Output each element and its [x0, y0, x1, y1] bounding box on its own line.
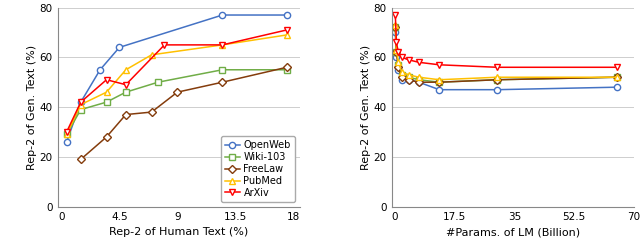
ArXiv — [218, 43, 226, 46]
FreeLaw — [398, 76, 406, 79]
ArXiv — [404, 58, 412, 61]
Wiki-103 — [283, 68, 291, 71]
PubMed — [392, 48, 400, 51]
Y-axis label: Rep-2 of Gen. Text (%): Rep-2 of Gen. Text (%) — [27, 45, 37, 170]
PubMed — [63, 133, 70, 136]
FreeLaw — [493, 78, 501, 81]
FreeLaw — [77, 158, 84, 161]
ArXiv — [122, 83, 130, 86]
FreeLaw — [392, 51, 400, 54]
Wiki-103 — [493, 78, 501, 81]
ArXiv — [161, 43, 168, 46]
OpenWeb — [493, 88, 501, 91]
OpenWeb — [218, 14, 226, 17]
Line: OpenWeb: OpenWeb — [392, 29, 620, 93]
PubMed — [122, 68, 130, 71]
PubMed — [612, 76, 620, 79]
Line: FreeLaw: FreeLaw — [392, 24, 620, 85]
OpenWeb — [612, 86, 620, 89]
OpenWeb — [77, 101, 84, 104]
OpenWeb — [395, 68, 403, 71]
Wiki-103 — [77, 108, 84, 111]
PubMed — [398, 71, 406, 74]
OpenWeb — [116, 46, 124, 49]
FreeLaw — [102, 136, 110, 139]
ArXiv — [63, 131, 70, 134]
Line: PubMed: PubMed — [392, 22, 620, 83]
PubMed — [148, 53, 156, 56]
Wiki-103 — [404, 76, 412, 79]
ArXiv — [415, 61, 422, 64]
Y-axis label: Rep-2 of Gen. Text (%): Rep-2 of Gen. Text (%) — [361, 45, 371, 170]
Line: ArXiv: ArXiv — [63, 27, 290, 135]
ArXiv — [435, 63, 443, 66]
OpenWeb — [392, 31, 399, 34]
ArXiv — [102, 78, 110, 81]
FreeLaw — [612, 76, 620, 79]
OpenWeb — [63, 140, 70, 143]
FreeLaw — [415, 81, 422, 84]
Wiki-103 — [392, 26, 399, 29]
OpenWeb — [415, 81, 422, 84]
Wiki-103 — [415, 78, 422, 81]
FreeLaw — [218, 81, 226, 84]
Wiki-103 — [392, 51, 400, 54]
Wiki-103 — [612, 76, 620, 79]
FreeLaw — [283, 66, 291, 69]
OpenWeb — [96, 68, 104, 71]
Wiki-103 — [395, 63, 403, 66]
FreeLaw — [148, 111, 156, 114]
Wiki-103 — [154, 81, 162, 84]
OpenWeb — [392, 56, 400, 59]
ArXiv — [493, 66, 501, 69]
ArXiv — [392, 14, 399, 17]
Wiki-103 — [398, 73, 406, 76]
PubMed — [283, 34, 291, 37]
FreeLaw — [404, 78, 412, 81]
PubMed — [415, 76, 422, 79]
Line: OpenWeb: OpenWeb — [63, 12, 290, 145]
Line: Wiki-103: Wiki-103 — [392, 24, 620, 85]
Wiki-103 — [63, 133, 70, 136]
FreeLaw — [122, 113, 130, 116]
Legend: OpenWeb, Wiki-103, FreeLaw, PubMed, ArXiv: OpenWeb, Wiki-103, FreeLaw, PubMed, ArXi… — [221, 136, 295, 202]
Wiki-103 — [102, 101, 110, 104]
PubMed — [493, 76, 501, 79]
X-axis label: #Params. of LM (Billion): #Params. of LM (Billion) — [445, 227, 580, 237]
Wiki-103 — [218, 68, 226, 71]
PubMed — [102, 91, 110, 94]
ArXiv — [77, 101, 84, 104]
OpenWeb — [398, 78, 406, 81]
ArXiv — [612, 66, 620, 69]
PubMed — [435, 78, 443, 81]
PubMed — [404, 73, 412, 76]
Wiki-103 — [122, 91, 130, 94]
PubMed — [395, 61, 403, 64]
Line: ArXiv: ArXiv — [392, 12, 620, 70]
FreeLaw — [392, 26, 399, 29]
FreeLaw — [435, 81, 443, 84]
OpenWeb — [404, 78, 412, 81]
ArXiv — [395, 51, 403, 54]
ArXiv — [398, 56, 406, 59]
Line: Wiki-103: Wiki-103 — [63, 67, 290, 138]
PubMed — [392, 23, 399, 26]
OpenWeb — [283, 14, 291, 17]
FreeLaw — [173, 91, 181, 94]
PubMed — [218, 43, 226, 46]
PubMed — [77, 103, 84, 106]
X-axis label: Rep-2 of Human Text (%): Rep-2 of Human Text (%) — [109, 227, 248, 237]
ArXiv — [392, 41, 400, 44]
ArXiv — [283, 28, 291, 32]
Line: PubMed: PubMed — [63, 32, 290, 138]
OpenWeb — [435, 88, 443, 91]
FreeLaw — [395, 66, 403, 69]
Line: FreeLaw: FreeLaw — [77, 64, 290, 163]
Wiki-103 — [435, 81, 443, 84]
